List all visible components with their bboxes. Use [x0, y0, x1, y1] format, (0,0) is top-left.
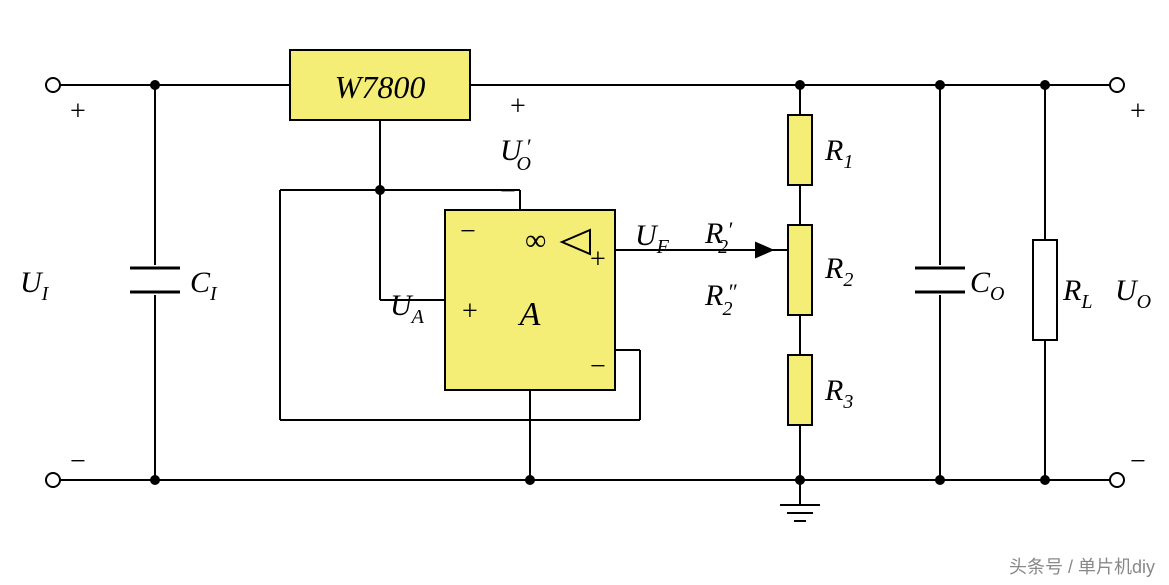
opamp-minus-right: − [590, 351, 606, 382]
svg-text:R1: R1 [824, 134, 853, 173]
circuit-diagram: W7800 ∞ A + − + − [0, 0, 1169, 585]
svg-text:R′2: R′2 [704, 217, 733, 258]
svg-text:−: − [70, 446, 86, 477]
svg-text:UI: UI [20, 266, 50, 305]
svg-text:UA: UA [390, 289, 425, 328]
resistor-r3 [788, 355, 812, 425]
opamp-label: A [518, 296, 541, 333]
svg-text:+: + [510, 91, 526, 122]
opamp-plus-left: + [462, 296, 478, 327]
regulator-label: W7800 [335, 69, 426, 105]
opamp-box: ∞ A + − + − [445, 210, 615, 390]
svg-text:RL: RL [1062, 274, 1092, 313]
opamp-infinity: ∞ [525, 224, 546, 257]
svg-text:CI: CI [190, 266, 218, 305]
capacitor-co [915, 268, 965, 292]
ground-symbol [780, 505, 820, 521]
svg-text:R3: R3 [824, 374, 853, 413]
svg-text:R″2: R″2 [704, 279, 737, 320]
svg-text:U′O: U′O [500, 134, 532, 175]
opamp-plus-right: + [590, 244, 606, 275]
svg-text:−: − [1130, 446, 1146, 477]
resistor-rl [1033, 240, 1057, 340]
resistor-r1 [788, 115, 812, 185]
svg-text:−: − [500, 176, 516, 207]
resistor-r2 [788, 225, 812, 315]
svg-text:+: + [70, 96, 86, 127]
svg-text:R2: R2 [824, 252, 853, 291]
watermark: 头条号 / 单片机diy [1009, 557, 1155, 577]
svg-text:UF: UF [635, 219, 670, 258]
pot-wiper-arrow [756, 243, 788, 257]
regulator-w7800: W7800 [290, 50, 470, 120]
svg-text:+: + [1130, 96, 1146, 127]
capacitor-ci [130, 268, 180, 292]
svg-text:UO: UO [1115, 274, 1151, 313]
svg-text:CO: CO [970, 266, 1004, 305]
opamp-minus-top: − [460, 216, 476, 247]
